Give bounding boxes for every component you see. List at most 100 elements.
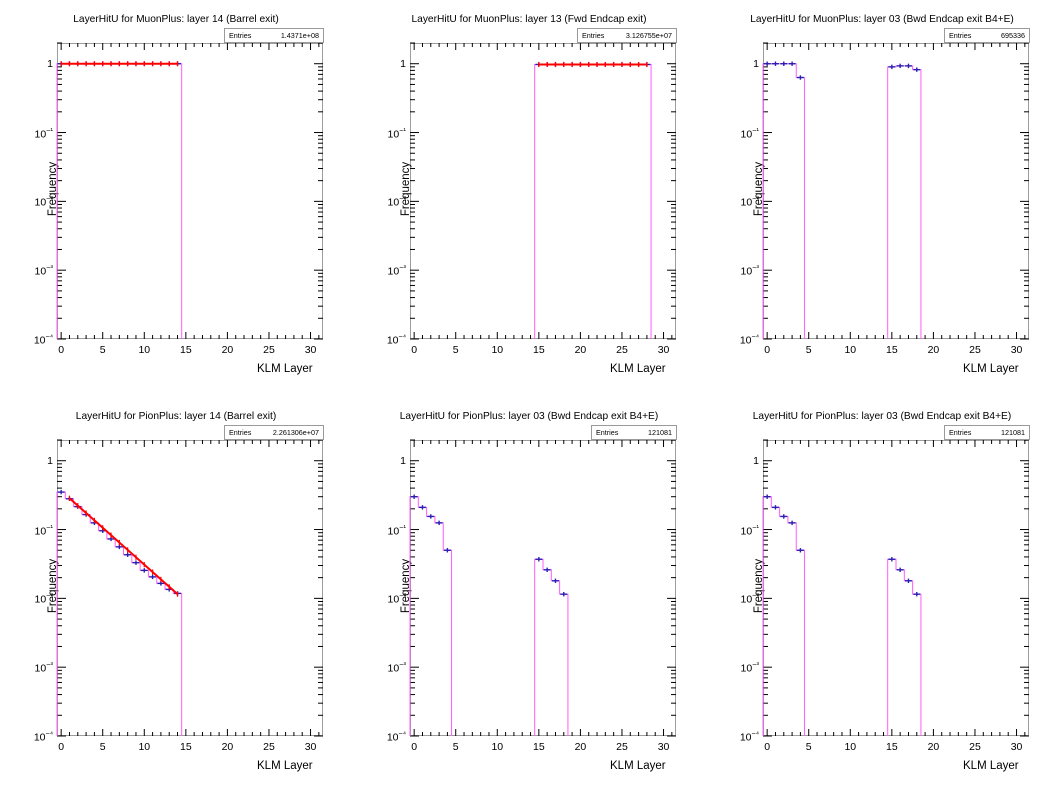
- y-tick-label: 10−¹: [34, 522, 53, 537]
- plot-frame: [410, 440, 676, 736]
- x-tick-label: 10: [491, 741, 504, 753]
- stats-box[interactable]: Entries 1.4371e+08: [224, 28, 324, 43]
- x-tick-label: 5: [99, 741, 106, 753]
- plot-title: LayerHitU for PionPlus: layer 14 (Barrel…: [75, 411, 277, 422]
- plot-frame: [57, 440, 323, 736]
- plot-title: LayerHitU for MuonPlus: layer 14 (Barrel…: [73, 14, 279, 25]
- plot-title: LayerHitU for PionPlus: layer 03 (Bwd En…: [399, 411, 659, 422]
- stats-entries-value: 695336: [1001, 31, 1025, 40]
- x-tick-label: 10: [491, 344, 504, 356]
- plot-frame: [763, 440, 1029, 736]
- x-tick-label: 0: [411, 741, 418, 753]
- x-axis-label: KLM Layer: [610, 760, 666, 772]
- y-tick-label: 10−³: [34, 659, 53, 675]
- y-tick-label: 10−²: [387, 194, 406, 209]
- y-tick-label: 10−¹: [387, 522, 406, 537]
- y-tick-label: 1: [47, 454, 53, 467]
- plot-frame: [57, 43, 323, 339]
- plot-pad-3[interactable]: LayerHitU for MuonPlus: layer 03 (Bwd En…: [706, 0, 1058, 397]
- x-tick-label: 20: [221, 344, 234, 356]
- plot-graphics: [762, 42, 1029, 340]
- x-tick-label: 5: [99, 344, 106, 356]
- plot-pad-6[interactable]: LayerHitU for PionPlus: layer 03 (Bwd En…: [706, 397, 1058, 794]
- y-tick-label: 10−³: [740, 659, 759, 675]
- stats-box[interactable]: Entries 695336: [944, 28, 1030, 43]
- x-tick-label: 0: [764, 741, 771, 753]
- stats-box[interactable]: Entries 3.126755e+07: [577, 28, 677, 43]
- y-tick-label: 1: [47, 57, 53, 70]
- plot-graphics: [762, 439, 1029, 737]
- x-tick-label: 5: [452, 344, 459, 356]
- plot-title: LayerHitU for MuonPlus: layer 13 (Fwd En…: [411, 14, 647, 25]
- y-tick-label: 1: [753, 454, 759, 467]
- y-tick-label: 10−³: [387, 659, 406, 675]
- y-tick-label: 10−¹: [34, 125, 53, 140]
- y-tick-label: 10−²: [740, 591, 759, 606]
- x-tick-label: 0: [411, 344, 418, 356]
- x-axis-label: KLM Layer: [610, 363, 666, 375]
- x-tick-label: 15: [180, 741, 192, 753]
- y-tick-label: 10−⁴: [739, 728, 759, 744]
- y-tick-label: 10−²: [740, 194, 759, 209]
- x-tick-label: 20: [927, 741, 940, 753]
- y-tick-label: 10−²: [34, 591, 53, 606]
- x-tick-label: 10: [844, 344, 857, 356]
- stats-entries-label: Entries: [596, 428, 619, 437]
- stats-entries-value: 121081: [648, 428, 672, 437]
- y-tick-label: 10−¹: [387, 125, 406, 140]
- x-axis-label: KLM Layer: [963, 760, 1019, 772]
- plot-graphics: [56, 439, 323, 737]
- x-axis-label: KLM Layer: [963, 363, 1019, 375]
- y-tick-label: 10−⁴: [386, 728, 406, 744]
- x-tick-label: 30: [304, 344, 317, 356]
- y-tick-label: 10−⁴: [33, 728, 53, 744]
- x-tick-label: 25: [616, 741, 628, 753]
- stats-box[interactable]: Entries 121081: [591, 425, 677, 440]
- plot-graphics: [410, 42, 676, 340]
- x-tick-label: 5: [805, 344, 812, 356]
- stats-entries-label: Entries: [229, 428, 252, 437]
- x-tick-label: 20: [927, 344, 940, 356]
- plot-graphics: [56, 42, 323, 340]
- x-tick-label: 15: [533, 741, 545, 753]
- x-tick-label: 25: [263, 741, 275, 753]
- x-axis-label: KLM Layer: [257, 363, 313, 375]
- stats-box[interactable]: Entries 2.261306e+07: [224, 425, 324, 440]
- x-tick-label: 20: [574, 344, 587, 356]
- plot-frame: [410, 43, 676, 339]
- stats-entries-label: Entries: [949, 31, 972, 40]
- x-tick-label: 25: [969, 344, 981, 356]
- x-tick-label: 10: [138, 741, 151, 753]
- x-tick-label: 0: [58, 344, 65, 356]
- x-tick-label: 30: [657, 344, 670, 356]
- x-tick-label: 25: [616, 344, 628, 356]
- plot-pad-5[interactable]: LayerHitU for PionPlus: layer 03 (Bwd En…: [353, 397, 705, 794]
- y-tick-label: 10−³: [387, 262, 406, 278]
- stats-box[interactable]: Entries 121081: [944, 425, 1030, 440]
- x-tick-label: 0: [58, 741, 65, 753]
- y-tick-label: 10−¹: [740, 522, 759, 537]
- x-tick-label: 5: [452, 741, 459, 753]
- plot-pad-2[interactable]: LayerHitU for MuonPlus: layer 13 (Fwd En…: [353, 0, 705, 397]
- y-tick-label: 10−²: [34, 194, 53, 209]
- stats-entries-label: Entries: [229, 31, 252, 40]
- x-tick-label: 15: [533, 344, 545, 356]
- y-tick-label: 1: [400, 454, 406, 467]
- x-axis-label: KLM Layer: [257, 760, 313, 772]
- plot-title: LayerHitU for PionPlus: layer 03 (Bwd En…: [752, 411, 1012, 422]
- x-tick-label: 30: [657, 741, 670, 753]
- x-tick-label: 15: [180, 344, 192, 356]
- x-tick-label: 15: [886, 741, 898, 753]
- y-tick-label: 1: [753, 57, 759, 70]
- x-tick-label: 20: [221, 741, 234, 753]
- x-tick-label: 30: [1010, 741, 1023, 753]
- stats-entries-value: 1.4371e+08: [280, 31, 319, 40]
- plot-pad-1[interactable]: LayerHitU for MuonPlus: layer 14 (Barrel…: [0, 0, 352, 397]
- x-tick-label: 30: [304, 741, 317, 753]
- stats-entries-value: 2.261306e+07: [272, 428, 319, 437]
- plot-pad-4[interactable]: LayerHitU for PionPlus: layer 14 (Barrel…: [0, 397, 352, 794]
- x-tick-label: 0: [764, 344, 771, 356]
- stats-entries-value: 121081: [1001, 428, 1025, 437]
- plot-graphics: [409, 439, 676, 737]
